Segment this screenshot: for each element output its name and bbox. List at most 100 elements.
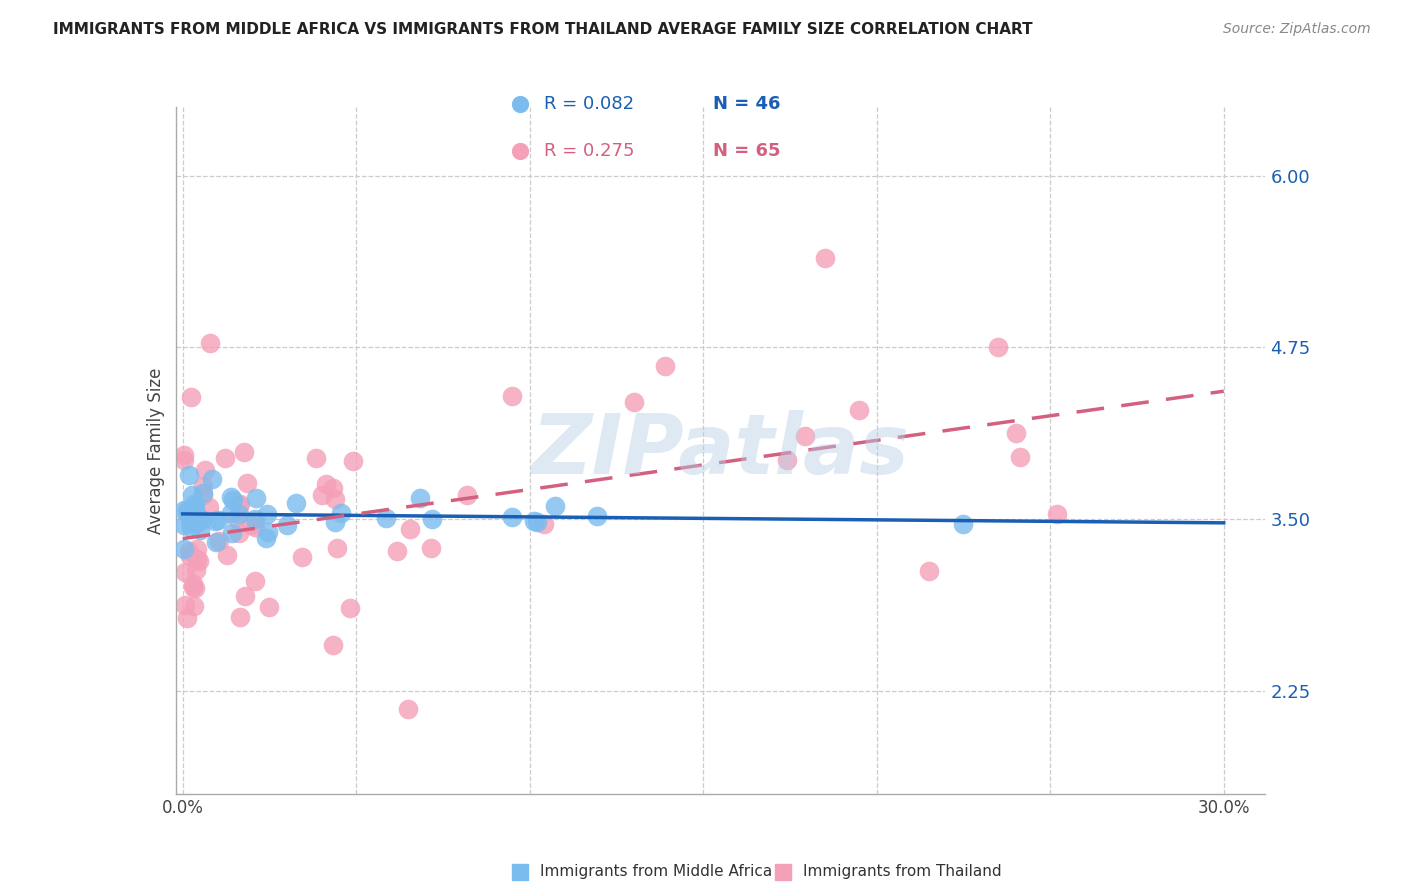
- Point: [183, 599, 205, 613]
- Point: [523, 514, 546, 528]
- Text: IMMIGRANTS FROM MIDDLE AFRICA VS IMMIGRANTS FROM THAILAND AVERAGE FAMILY SIZE CO: IMMIGRANTS FROM MIDDLE AFRICA VS IMMIGRA…: [53, 22, 1033, 37]
- Point: [420, 512, 443, 526]
- Point: [173, 541, 195, 556]
- Point: [219, 506, 242, 520]
- Point: [177, 544, 200, 558]
- Point: [187, 510, 209, 524]
- Point: [176, 611, 198, 625]
- Point: [1004, 426, 1026, 441]
- Point: [229, 497, 252, 511]
- Point: [186, 516, 208, 530]
- Point: [509, 144, 531, 158]
- Y-axis label: Average Family Size: Average Family Size: [146, 368, 165, 533]
- Point: [509, 865, 531, 880]
- Point: [814, 251, 837, 265]
- Text: Source: ZipAtlas.com: Source: ZipAtlas.com: [1223, 22, 1371, 37]
- Point: [322, 639, 344, 653]
- Point: [228, 507, 250, 521]
- Point: [191, 488, 214, 502]
- Point: [214, 451, 236, 466]
- Point: [173, 452, 195, 467]
- Point: [180, 508, 202, 522]
- Point: [323, 516, 346, 530]
- Point: [776, 453, 799, 467]
- Point: [180, 390, 202, 404]
- Point: [304, 450, 326, 465]
- Point: [586, 508, 609, 523]
- Point: [239, 518, 262, 533]
- Point: [323, 491, 346, 506]
- Point: [191, 513, 214, 527]
- Point: [257, 524, 280, 539]
- Point: [233, 589, 256, 603]
- Point: [342, 454, 364, 468]
- Point: [654, 359, 676, 373]
- Text: R = 0.082: R = 0.082: [544, 95, 634, 112]
- Point: [419, 541, 441, 555]
- Text: N = 65: N = 65: [713, 142, 780, 160]
- Point: [186, 551, 208, 566]
- Point: [183, 503, 205, 517]
- Point: [173, 448, 195, 462]
- Point: [315, 477, 337, 491]
- Point: [176, 505, 198, 519]
- Point: [772, 865, 794, 880]
- Point: [180, 520, 202, 534]
- Point: [918, 565, 941, 579]
- Point: [501, 510, 523, 524]
- Point: [208, 533, 231, 548]
- Point: [526, 515, 548, 529]
- Point: [188, 554, 211, 568]
- Point: [186, 507, 208, 521]
- Point: [1010, 450, 1032, 464]
- Point: [243, 519, 266, 533]
- Point: [245, 511, 267, 525]
- Point: [215, 548, 238, 562]
- Point: [181, 488, 204, 502]
- Point: [221, 492, 243, 507]
- Text: ZIPatlas: ZIPatlas: [531, 410, 910, 491]
- Point: [204, 514, 226, 528]
- Point: [409, 491, 432, 505]
- Point: [228, 498, 250, 512]
- Point: [509, 96, 531, 111]
- Point: [1046, 507, 1069, 521]
- Point: [186, 541, 208, 556]
- Point: [200, 336, 222, 351]
- Point: [848, 403, 870, 417]
- Point: [243, 574, 266, 589]
- Point: [330, 506, 353, 520]
- Point: [456, 488, 478, 502]
- Point: [339, 601, 361, 615]
- Point: [207, 513, 229, 527]
- Point: [533, 517, 555, 532]
- Point: [229, 610, 252, 624]
- Point: [952, 516, 974, 531]
- Point: [375, 510, 398, 524]
- Point: [256, 507, 278, 521]
- Point: [174, 599, 197, 613]
- Point: [245, 491, 267, 505]
- Point: [276, 518, 298, 533]
- Point: [225, 510, 247, 524]
- Point: [173, 503, 195, 517]
- Point: [228, 526, 250, 541]
- Point: [179, 468, 201, 483]
- Point: [191, 479, 214, 493]
- Point: [311, 488, 333, 502]
- Point: [257, 599, 280, 614]
- Point: [194, 463, 217, 477]
- Point: [501, 388, 523, 402]
- Point: [186, 515, 208, 529]
- Point: [181, 577, 204, 591]
- Point: [399, 522, 422, 536]
- Point: [396, 702, 419, 716]
- Point: [623, 395, 645, 409]
- Point: [543, 500, 565, 514]
- Point: [385, 544, 408, 558]
- Point: [284, 496, 307, 510]
- Point: [198, 500, 221, 514]
- Point: [188, 523, 211, 537]
- Point: [793, 428, 815, 442]
- Point: [201, 473, 224, 487]
